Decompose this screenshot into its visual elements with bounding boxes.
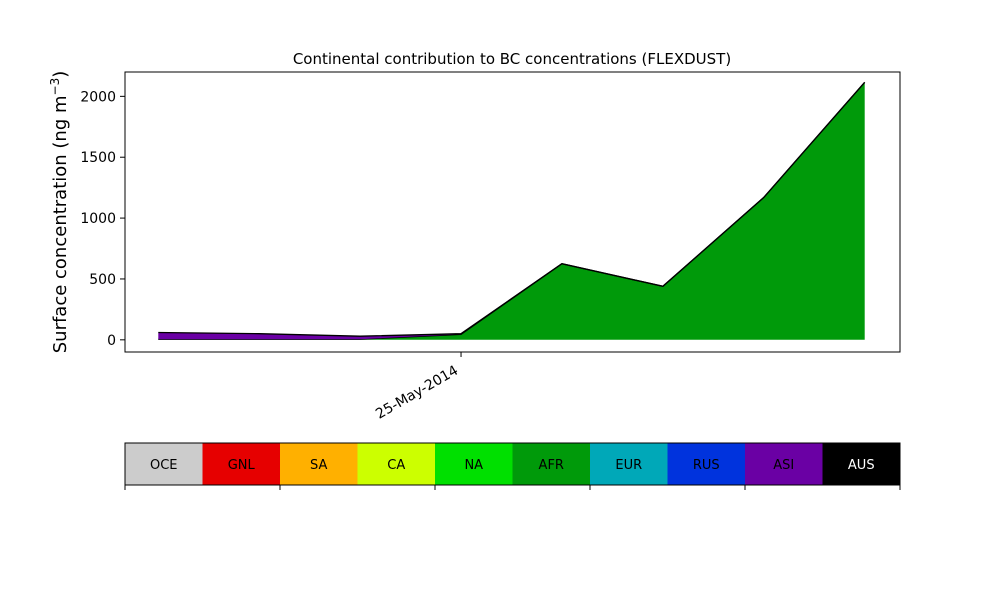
y-axis-label: Surface concentration (ng m−3) [48, 71, 71, 354]
x-tick-label: 25-May-2014 [373, 363, 461, 423]
legend: OCE GNL SA CA NA AFR EUR RUS ASI AUS [124, 442, 901, 490]
y-tick-label: 2000 [80, 89, 116, 105]
y-axis-label-close: ) [50, 71, 71, 78]
legend-label-aus: AUS [848, 458, 875, 473]
y-axis-label-superscript: −3 [48, 78, 62, 96]
legend-label-oce: OCE [150, 458, 178, 473]
legend-label-afr: AFR [539, 458, 564, 473]
legend-swatch-sa [280, 443, 358, 485]
y-axis-label-main: Surface concentration (ng m [50, 95, 71, 353]
plot-frame [124, 71, 901, 353]
legend-label-eur: EUR [615, 458, 642, 473]
outline-asi [158, 81, 866, 337]
legend-swatch-afr [512, 443, 591, 485]
y-tick-label: 500 [89, 272, 116, 288]
legend-label-gnl: GNL [228, 458, 256, 473]
y-tick-label: 1500 [80, 150, 116, 166]
chart-title: Continental contribution to BC concentra… [293, 50, 731, 68]
legend-label-asi: ASI [773, 458, 794, 473]
legend-swatch-aus [822, 443, 901, 485]
legend-swatch-oce [125, 443, 203, 485]
legend-swatch-ca [357, 443, 436, 485]
legend-label-ca: CA [387, 458, 405, 473]
series-layer [158, 81, 866, 340]
y-tick-label: 1000 [80, 211, 116, 227]
legend-swatch-asi [745, 443, 823, 485]
area-afr [158, 82, 865, 340]
y-tick-label: 0 [107, 333, 116, 349]
legend-label-rus: RUS [693, 458, 720, 473]
legend-label-sa: SA [310, 458, 327, 473]
legend-label-na: NA [464, 458, 483, 473]
legend-swatch-na [435, 443, 513, 485]
legend-swatch-eur [590, 443, 668, 485]
legend-frame [124, 442, 901, 486]
legend-swatch-rus [667, 443, 746, 485]
legend-swatch-gnl [202, 443, 281, 485]
